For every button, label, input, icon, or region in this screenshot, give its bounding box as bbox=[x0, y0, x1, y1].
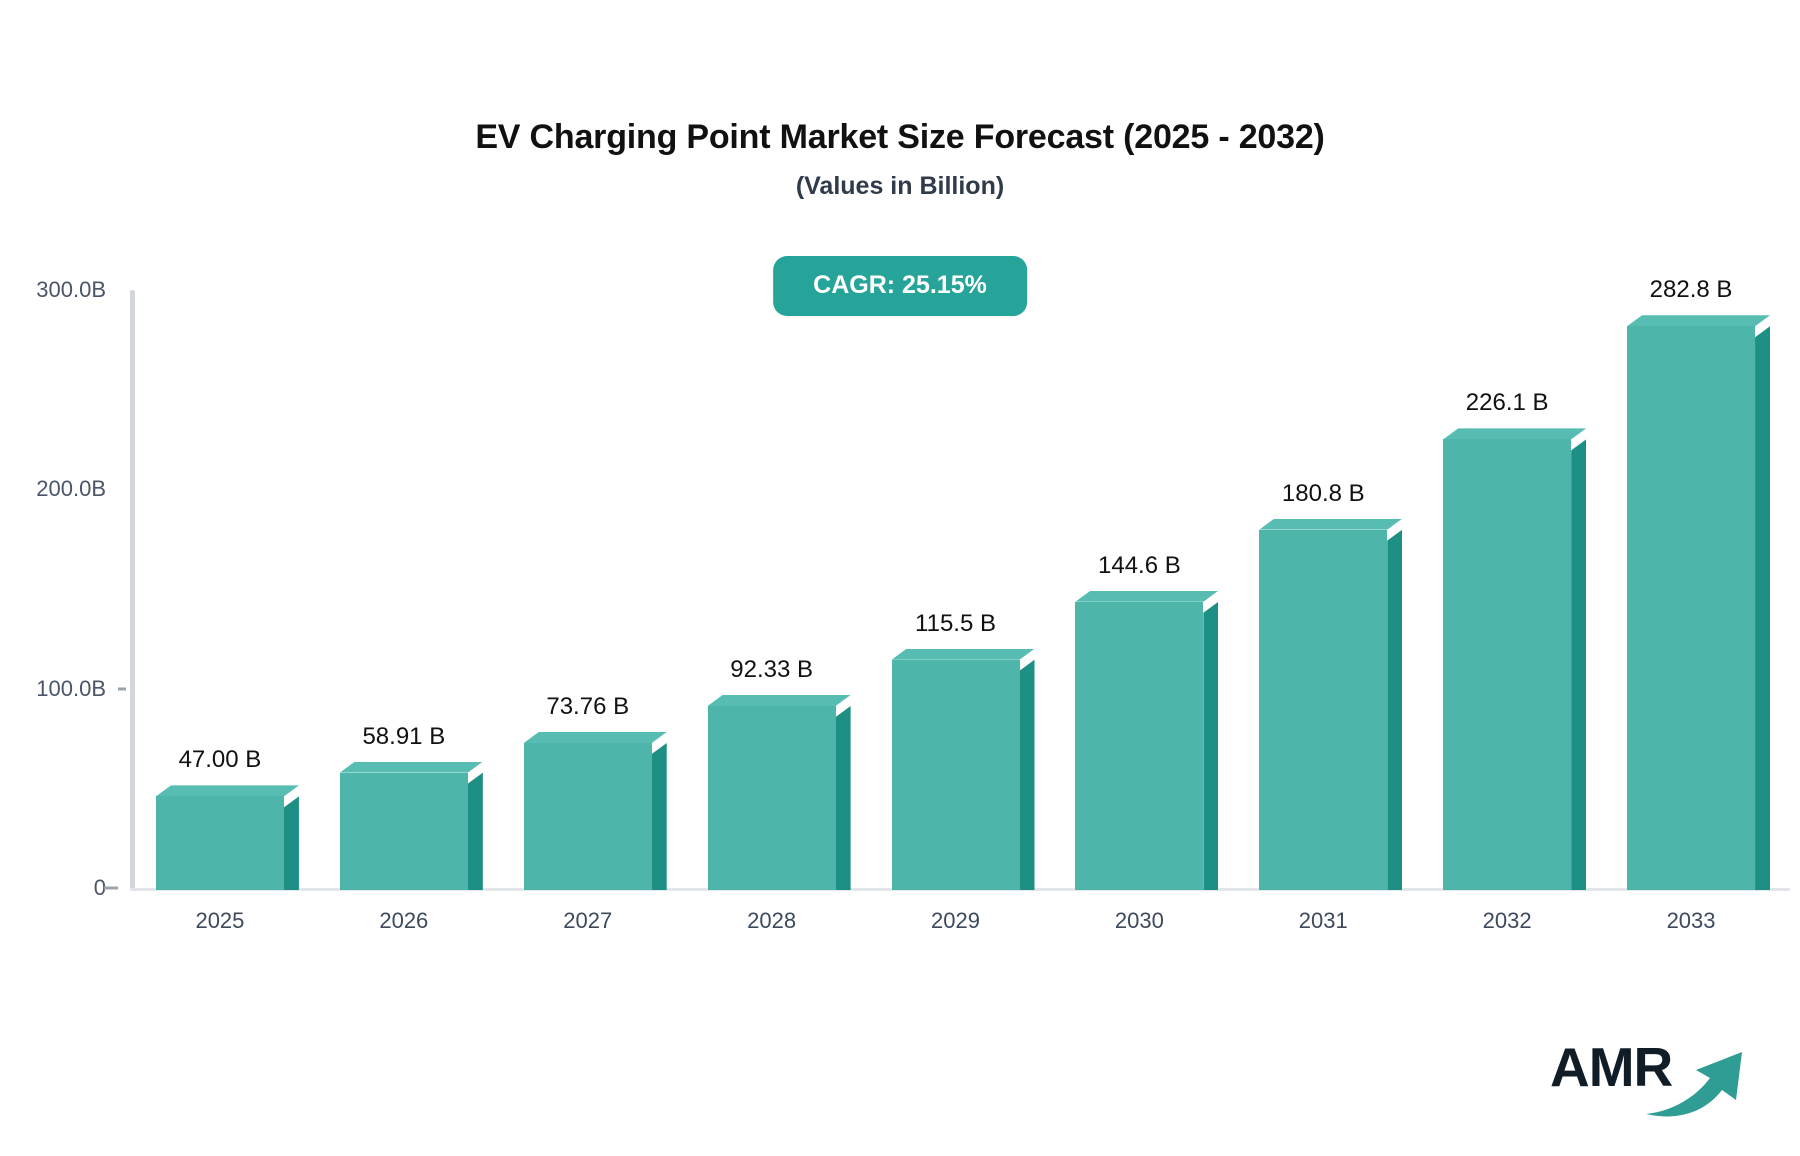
x-axis-tick-label: 2028 bbox=[747, 908, 797, 933]
bar-column[interactable]: 92.33 B bbox=[707, 290, 851, 890]
bar-front-face bbox=[155, 796, 284, 890]
bar-column[interactable]: 226.1 B bbox=[1443, 290, 1587, 890]
chart-title: EV Charging Point Market Size Forecast (… bbox=[475, 118, 1325, 156]
cagr-badge: CAGR: 25.15% bbox=[773, 256, 1027, 316]
bar-column[interactable]: 115.5 B bbox=[891, 290, 1035, 890]
bar-front-face bbox=[1443, 439, 1572, 890]
bar[interactable] bbox=[155, 796, 299, 890]
bar[interactable] bbox=[707, 705, 851, 890]
bar-value-label: 282.8 B bbox=[1649, 276, 1733, 304]
bar-column[interactable]: 58.91 B bbox=[339, 290, 483, 890]
bar-column[interactable]: 180.8 B bbox=[1259, 290, 1403, 890]
bar-top-face bbox=[1075, 591, 1218, 602]
y-axis-tick-label: 0 bbox=[93, 875, 106, 900]
bar[interactable] bbox=[523, 742, 667, 890]
chart-subtitle: (Values in Billion) bbox=[795, 172, 1005, 200]
bar-front-face bbox=[523, 742, 652, 890]
bar-front-face bbox=[1627, 326, 1756, 890]
bar-top-face bbox=[1627, 315, 1770, 326]
bar-side-face bbox=[1755, 326, 1771, 890]
bar-side-face bbox=[1387, 529, 1403, 890]
bar[interactable] bbox=[891, 659, 1035, 890]
bar[interactable] bbox=[1259, 529, 1403, 890]
bar-side-face bbox=[835, 705, 851, 890]
bar-top-face bbox=[156, 785, 299, 796]
bar-column[interactable]: 144.6 B bbox=[1075, 290, 1219, 890]
bar-side-face bbox=[1203, 601, 1219, 890]
bar-value-label: 115.5 B bbox=[915, 609, 996, 637]
x-axis-tick-label: 2025 bbox=[195, 908, 245, 933]
bar-top-face bbox=[708, 695, 851, 706]
bar-top-face bbox=[1259, 519, 1402, 530]
x-axis-tick-label: 2030 bbox=[1114, 908, 1164, 933]
bar-front-face bbox=[339, 772, 468, 890]
x-axis-tick-label: 2031 bbox=[1298, 908, 1348, 933]
bar-front-face bbox=[1075, 601, 1204, 890]
amr-logo: AMR bbox=[1550, 1030, 1750, 1120]
bar[interactable] bbox=[1443, 439, 1587, 890]
bar-side-face bbox=[467, 772, 483, 890]
bar-side-face bbox=[283, 796, 299, 890]
y-axis-tick-label: 100.0B bbox=[36, 675, 106, 701]
bar-side-face bbox=[1019, 659, 1035, 890]
bar-side-face bbox=[1571, 439, 1587, 890]
bar-value-label: 144.6 B bbox=[1098, 551, 1181, 579]
x-axis-tick-label: 2033 bbox=[1666, 908, 1716, 933]
bar[interactable] bbox=[339, 772, 483, 890]
x-axis-tick-label: 2032 bbox=[1482, 908, 1532, 933]
bar-value-label: 58.91 B bbox=[362, 722, 446, 750]
logo-wordmark: AMR bbox=[1550, 1036, 1673, 1098]
bar-column[interactable]: 47.00 B bbox=[155, 290, 299, 890]
bar-top-face bbox=[340, 762, 483, 773]
bar-front-face bbox=[1259, 529, 1388, 890]
bar-top-face bbox=[524, 732, 667, 743]
bar-value-label: 226.1 B bbox=[1465, 389, 1549, 417]
x-axis-tick-label: 2029 bbox=[931, 908, 980, 933]
growth-arrow-icon bbox=[1644, 1044, 1750, 1125]
y-axis-tick-mark bbox=[104, 886, 118, 890]
x-axis-tick-label: 2027 bbox=[563, 908, 613, 933]
bar-front-face bbox=[891, 659, 1020, 890]
bar-column[interactable]: 73.76 B bbox=[523, 290, 667, 890]
bar-top-face bbox=[1443, 428, 1586, 439]
bar-front-face bbox=[707, 705, 836, 890]
bar-value-label: 73.76 B bbox=[546, 692, 630, 720]
bar[interactable] bbox=[1627, 326, 1771, 890]
bar-top-face bbox=[892, 649, 1035, 660]
y-axis-line bbox=[130, 290, 135, 890]
bar-side-face bbox=[651, 742, 667, 890]
y-axis-tick-label: 300.0B bbox=[36, 277, 106, 302]
bar[interactable] bbox=[1075, 601, 1219, 890]
bar-column[interactable]: 282.8 B bbox=[1627, 276, 1771, 890]
bar-value-label: 180.8 B bbox=[1281, 479, 1365, 507]
x-axis-tick-label: 2026 bbox=[379, 908, 429, 933]
bar-value-label: 47.00 B bbox=[178, 746, 262, 774]
bar-value-label: 92.33 B bbox=[730, 655, 813, 683]
bar-series: 47.00 B 58.91 B 73.76 B 92.33 B 115.5 B 144.6… bbox=[135, 276, 1790, 890]
y-axis-tick-label: 200.0B bbox=[36, 476, 106, 502]
y-axis-tick-mark bbox=[118, 687, 126, 691]
